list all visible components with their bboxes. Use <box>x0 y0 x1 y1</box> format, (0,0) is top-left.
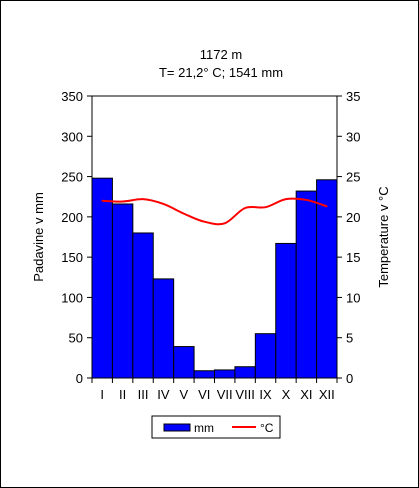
bar-V <box>173 346 195 379</box>
temperature-line <box>102 197 328 226</box>
x-tick-label: XI <box>300 387 312 402</box>
y2-tick-label: 15 <box>346 250 360 265</box>
temperature-point-V <box>183 212 185 215</box>
bar-VIII <box>234 366 256 379</box>
x-tick-label: XII <box>319 387 335 402</box>
y-axis-label: Padavine v mm <box>31 192 46 282</box>
temperature-point-VI <box>203 220 206 223</box>
y2-tick-label: 0 <box>346 371 353 386</box>
temperature-point-VIII <box>244 207 246 209</box>
x-tick-label: V <box>180 387 189 402</box>
x-tick-label: VI <box>198 387 210 402</box>
y-tick-label: 200 <box>61 210 83 225</box>
y2-tick-label: 25 <box>346 170 360 185</box>
temperature-point-I <box>101 199 104 202</box>
bar-IX <box>254 333 277 379</box>
legend-label-temp: °C <box>260 421 274 435</box>
temperature-point-VII <box>223 222 226 225</box>
temperature-point-IX <box>264 206 267 208</box>
legend-label-mm: mm <box>194 421 214 435</box>
x-tick-label: VIII <box>235 387 255 402</box>
y2-tick-label: 20 <box>346 210 360 225</box>
y-tick-label: 250 <box>61 170 83 185</box>
temperature-point-III <box>142 198 144 200</box>
chart-legend: mm °C <box>151 415 281 439</box>
y2-tick-label: 35 <box>346 89 360 104</box>
bar-XII <box>316 179 338 379</box>
bar-I <box>91 177 113 379</box>
bar-II <box>111 203 134 379</box>
y2-axis-label: Temperature v °C <box>376 186 391 287</box>
bar-VI <box>193 370 215 379</box>
x-tick-label: IV <box>157 387 170 402</box>
y-tick-label: 350 <box>61 89 83 104</box>
x-tick-label: III <box>138 387 149 402</box>
bar-IV <box>152 278 175 379</box>
y2-tick-label: 10 <box>346 290 360 305</box>
temperature-point-XI <box>305 199 308 201</box>
temperature-point-XII <box>325 205 328 208</box>
y-tick-label: 100 <box>61 290 83 305</box>
y-tick-label: 0 <box>76 371 83 386</box>
bar-XI <box>295 190 318 379</box>
temperature-point-II <box>121 200 124 203</box>
chart-title: 1172 m <box>200 47 242 62</box>
y2-tick-label: 5 <box>346 331 353 346</box>
x-tick-label: X <box>282 387 291 402</box>
x-tick-label: VII <box>217 387 233 402</box>
bar-X <box>275 242 297 379</box>
y-tick-label: 300 <box>61 129 83 144</box>
y-tick-label: 150 <box>61 250 83 265</box>
x-tick-label: II <box>119 387 126 402</box>
bar-VII <box>214 369 236 379</box>
temperature-point-IV <box>162 203 165 205</box>
legend-swatch-mm <box>163 423 191 432</box>
temperature-point-X <box>285 198 287 200</box>
bar-III <box>132 232 154 379</box>
y2-tick-label: 30 <box>346 129 360 144</box>
y-tick-label: 50 <box>69 331 83 346</box>
chart-subtitle: T= 21,2° C; 1541 mm <box>159 65 283 80</box>
x-tick-label: I <box>100 387 104 402</box>
x-tick-label: IX <box>259 387 272 402</box>
